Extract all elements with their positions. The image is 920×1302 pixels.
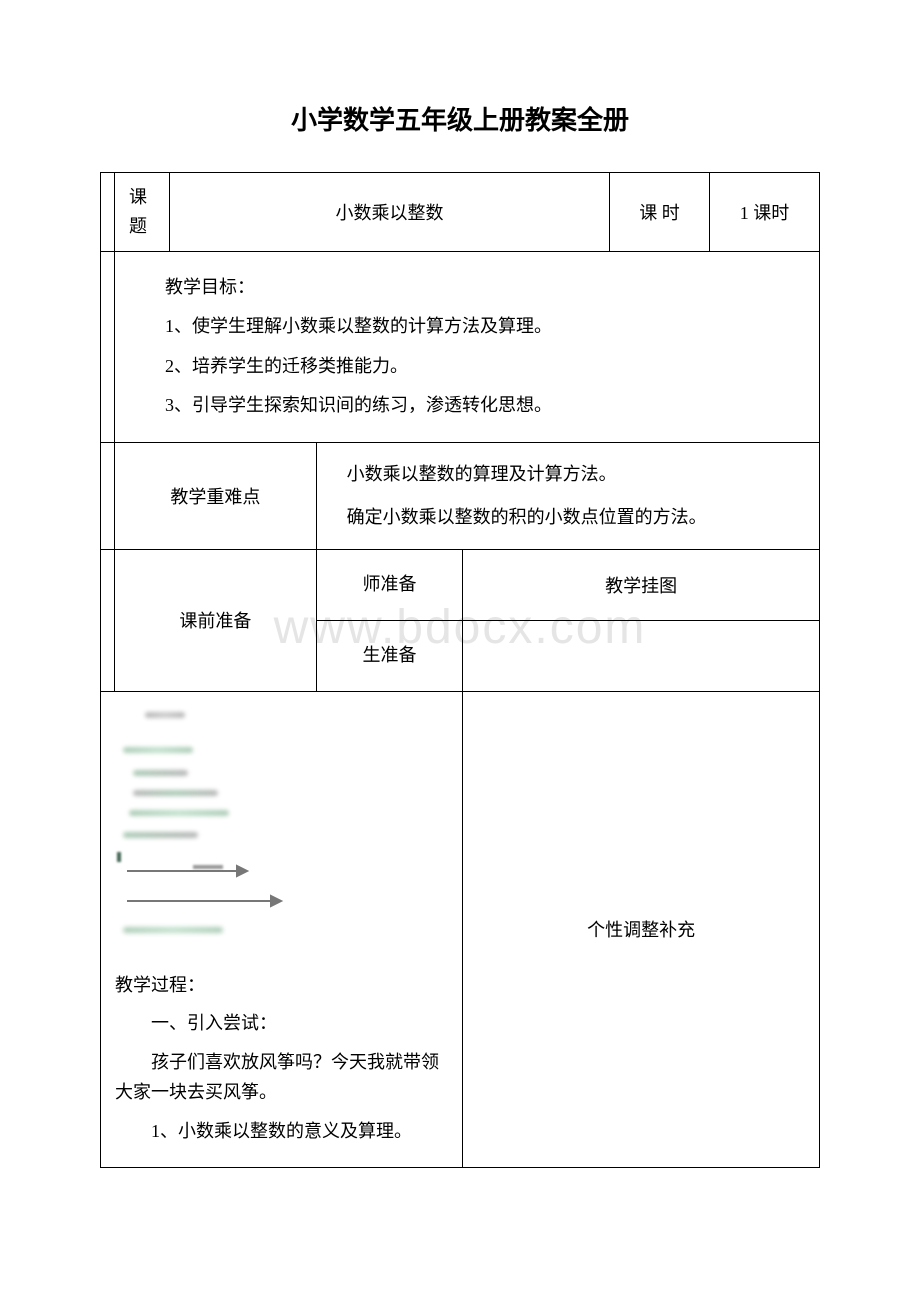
period-label: 课 时	[610, 173, 710, 252]
difficulty-line: 小数乘以整数的算理及计算方法。	[347, 453, 811, 496]
teacher-prep-label: 师准备	[316, 550, 463, 621]
margin-cell	[101, 173, 115, 252]
teaching-process: 教学过程： 一、引入尝试： 孩子们喜欢放风筝吗？今天我就带领大家一块去买风筝。 …	[101, 691, 463, 1167]
prep-label: 课前准备	[115, 550, 317, 691]
document-title: 小学数学五年级上册教案全册	[100, 100, 820, 137]
student-prep-value	[463, 620, 820, 691]
lesson-plan-table: 课题 小数乘以整数 课 时 1 课时 教学目标： 1、使学生理解小数乘以整数的计…	[100, 172, 820, 1168]
topic-label: 课题	[115, 173, 170, 252]
process-paragraph: 1、小数乘以整数的意义及算理。	[115, 1116, 448, 1147]
teacher-prep-value: 教学挂图	[463, 550, 820, 621]
margin-cell	[101, 550, 115, 691]
arrow-icon	[115, 894, 285, 908]
notes-column: 个性调整补充	[463, 691, 820, 1167]
margin-cell	[101, 251, 115, 442]
decorative-scribble	[115, 702, 285, 962]
process-section: 一、引入尝试：	[115, 1008, 448, 1039]
goal-item: 2、培养学生的迁移类推能力。	[165, 347, 799, 387]
process-heading: 教学过程：	[115, 970, 448, 1001]
student-prep-label: 生准备	[316, 620, 463, 691]
goal-item: 3、引导学生探索知识间的练习，渗透转化思想。	[165, 386, 799, 426]
period-value: 1 课时	[710, 173, 820, 252]
teaching-goals: 教学目标： 1、使学生理解小数乘以整数的计算方法及算理。 2、培养学生的迁移类推…	[115, 251, 820, 442]
difficulty-line: 确定小数乘以整数的积的小数点位置的方法。	[347, 496, 811, 539]
process-paragraph: 孩子们喜欢放风筝吗？今天我就带领大家一块去买风筝。	[115, 1047, 448, 1108]
difficulty-value: 小数乘以整数的算理及计算方法。 确定小数乘以整数的积的小数点位置的方法。	[316, 442, 819, 549]
topic-value: 小数乘以整数	[170, 173, 610, 252]
arrow-icon	[115, 864, 250, 878]
goal-item: 1、使学生理解小数乘以整数的计算方法及算理。	[165, 307, 799, 347]
goals-heading: 教学目标：	[165, 268, 799, 308]
margin-cell	[101, 442, 115, 549]
difficulty-label: 教学重难点	[115, 442, 317, 549]
